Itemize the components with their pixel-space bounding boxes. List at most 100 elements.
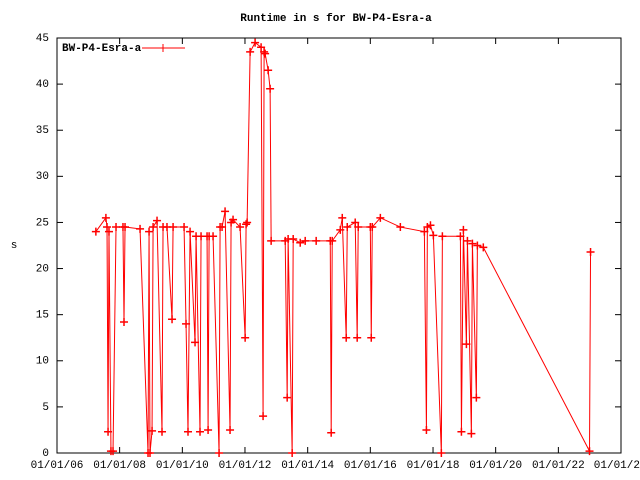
data-point [260, 47, 269, 56]
data-point [456, 232, 465, 241]
data-point [148, 426, 157, 435]
data-point [257, 43, 266, 52]
data-point [468, 239, 477, 248]
data-point [354, 223, 363, 232]
data-point [457, 427, 466, 436]
data-point [463, 236, 472, 245]
data-point [479, 243, 488, 252]
data-line [95, 41, 592, 454]
data-point [264, 66, 273, 75]
data-point [342, 333, 351, 342]
data-point [266, 84, 275, 93]
data-point [153, 216, 162, 225]
data-point [243, 218, 252, 227]
y-tick-label: 35 [36, 125, 49, 137]
data-point [251, 38, 260, 47]
data-point [168, 315, 177, 324]
data-point [229, 215, 238, 224]
data-point [196, 427, 205, 436]
data-point [242, 220, 251, 229]
data-point [462, 340, 471, 349]
x-tick-label: 01/01/2 [594, 460, 640, 472]
data-point [301, 236, 310, 245]
data-point [459, 225, 468, 234]
data-point [288, 449, 297, 457]
data-point [289, 235, 298, 244]
plot-frame [56, 37, 622, 454]
data-point [215, 449, 224, 457]
legend-label: BW-P4-Esra-a [62, 43, 142, 55]
data-point [437, 449, 446, 457]
data-point [343, 223, 352, 232]
chart-title: Runtime in s for BW-P4-Esra-a [240, 13, 432, 25]
x-tick-label: 01/01/16 [344, 460, 397, 472]
data-point [585, 447, 594, 456]
data-point [158, 427, 167, 436]
y-tick-label: 15 [36, 310, 49, 322]
data-point [368, 223, 377, 232]
data-point [336, 225, 345, 234]
y-tick-label: 10 [36, 356, 49, 368]
data-point [149, 223, 158, 232]
data-point [209, 232, 218, 241]
y-tick-label: 0 [42, 448, 49, 460]
data-point [246, 47, 255, 56]
data-point [204, 425, 213, 434]
y-tick-label: 5 [42, 402, 49, 414]
data-point [259, 412, 268, 421]
data-point [467, 429, 476, 438]
x-tick-label: 01/01/20 [469, 460, 522, 472]
data-point [586, 247, 595, 256]
data-point [236, 223, 245, 232]
data-point [186, 227, 195, 236]
x-tick-label: 01/01/22 [532, 460, 585, 472]
data-point [367, 333, 376, 342]
data-point [438, 232, 447, 241]
data-point [429, 231, 438, 240]
data-point [353, 333, 362, 342]
y-tick-label: 25 [36, 217, 49, 229]
x-tick-label: 01/01/18 [407, 460, 460, 472]
y-tick-label: 20 [36, 263, 49, 275]
data-point [376, 213, 385, 222]
data-point [169, 223, 178, 232]
data-point [109, 447, 118, 456]
data-point [184, 427, 193, 436]
x-tick-label: 01/01/10 [156, 460, 209, 472]
data-point [182, 319, 191, 328]
legend-swatch [142, 44, 185, 52]
x-tick-label: 01/01/06 [31, 460, 84, 472]
y-axis-label: s [11, 240, 18, 252]
data-point [312, 236, 321, 245]
data-point [121, 223, 130, 232]
x-tick-label: 01/01/08 [93, 460, 146, 472]
data-point [296, 238, 305, 247]
data-point [327, 428, 336, 437]
data-point [473, 241, 482, 250]
data-point [267, 236, 276, 245]
data-point [426, 221, 435, 230]
data-point [420, 227, 429, 236]
data-point [103, 223, 112, 232]
data-point [472, 393, 481, 402]
data-point [221, 207, 230, 216]
data-point [180, 223, 189, 232]
data-point [120, 318, 129, 327]
data-point [145, 449, 154, 457]
data-point [218, 223, 227, 232]
data-point [104, 227, 113, 236]
data-point [328, 236, 337, 245]
data-point [145, 227, 154, 236]
y-tick-label: 30 [36, 171, 49, 183]
y-tick-label: 45 [36, 33, 49, 45]
data-point [351, 218, 360, 227]
data-point [241, 333, 250, 342]
data-point [91, 227, 100, 236]
data-point [283, 393, 292, 402]
data-point [422, 425, 431, 434]
data-point [136, 224, 145, 233]
data-point [338, 213, 347, 222]
data-point [226, 425, 235, 434]
